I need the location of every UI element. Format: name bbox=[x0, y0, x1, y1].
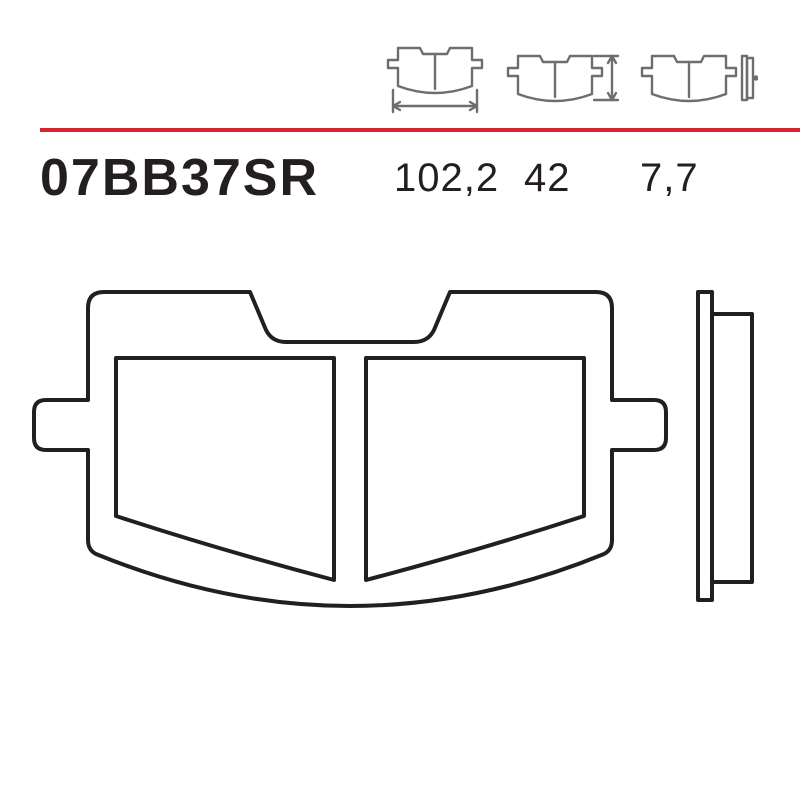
divider-line bbox=[40, 128, 800, 132]
technical-drawing bbox=[0, 230, 800, 800]
product-code: 07BB37SR bbox=[40, 148, 319, 208]
dim-height: 42 bbox=[524, 156, 640, 201]
pad-thickness-icon bbox=[638, 38, 758, 118]
dim-thickness: 7,7 bbox=[640, 156, 740, 201]
dimensions-row: 102,2 42 7,7 bbox=[394, 156, 740, 201]
thickness-dimension-icon bbox=[638, 38, 758, 118]
pad-height-icon bbox=[504, 38, 624, 118]
height-dimension-icon bbox=[504, 38, 624, 118]
pad-width-icon bbox=[380, 38, 490, 118]
pad-side-view bbox=[698, 292, 752, 600]
dimension-icons bbox=[380, 38, 758, 118]
header bbox=[0, 38, 800, 138]
pad-drawing-svg bbox=[0, 230, 800, 800]
dim-width: 102,2 bbox=[394, 156, 524, 201]
spec-card: 07BB37SR 102,2 42 7,7 bbox=[0, 0, 800, 800]
width-dimension-icon bbox=[380, 38, 490, 118]
